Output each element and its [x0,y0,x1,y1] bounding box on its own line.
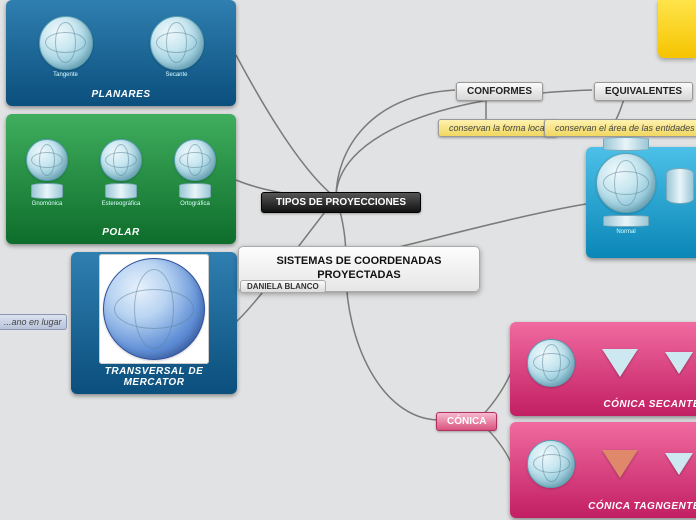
mercator-illustration [75,250,233,366]
chip-tipos-proyecciones[interactable]: TIPOS DE PROYECCIONES [261,192,421,213]
conica-tangente-caption: CÓNICA TAGNGENTE [514,501,696,512]
cilindrica-caption: C [590,241,696,252]
card-mercator[interactable]: TRANSVERSAL DE MERCATOR [71,252,237,394]
chip-conica[interactable]: CÓNICA [436,412,497,431]
card-polar[interactable]: Gnomónica Estereográfica Ortográfica POL… [6,114,236,244]
left-fragment-text: ...ano en lugar [0,314,67,330]
cilindrica-illustration: Normal [590,133,696,241]
card-planares[interactable]: Tangente Secante PLANARES [6,0,236,106]
conica-secante-illustration [514,328,696,399]
card-conica-secante[interactable]: CÓNICA SECANTE [510,322,696,416]
chip-equivalentes[interactable]: EQUIVALENTES [594,82,693,101]
author-chip: DANIELA BLANCO [240,280,326,293]
card-cilindrica[interactable]: Normal C [586,147,696,258]
chip-conformes-desc: conservan la forma local [438,119,558,137]
card-conica-tangente[interactable]: CÓNICA TAGNGENTE [510,422,696,518]
planares-illustration: Tangente Secante [10,6,232,89]
yellow-corner-block [658,0,696,58]
mercator-caption: TRANSVERSAL DE MERCATOR [75,366,233,388]
polar-illustration: Gnomónica Estereográfica Ortográfica [10,120,232,227]
center-title-line1: SISTEMAS DE COORDENADAS [251,255,467,269]
planares-caption: PLANARES [10,89,232,100]
polar-caption: POLAR [10,227,232,238]
chip-conformes[interactable]: CONFORMES [456,82,543,101]
conica-secante-caption: CÓNICA SECANTE [514,399,696,410]
conica-tangente-illustration [514,428,696,501]
